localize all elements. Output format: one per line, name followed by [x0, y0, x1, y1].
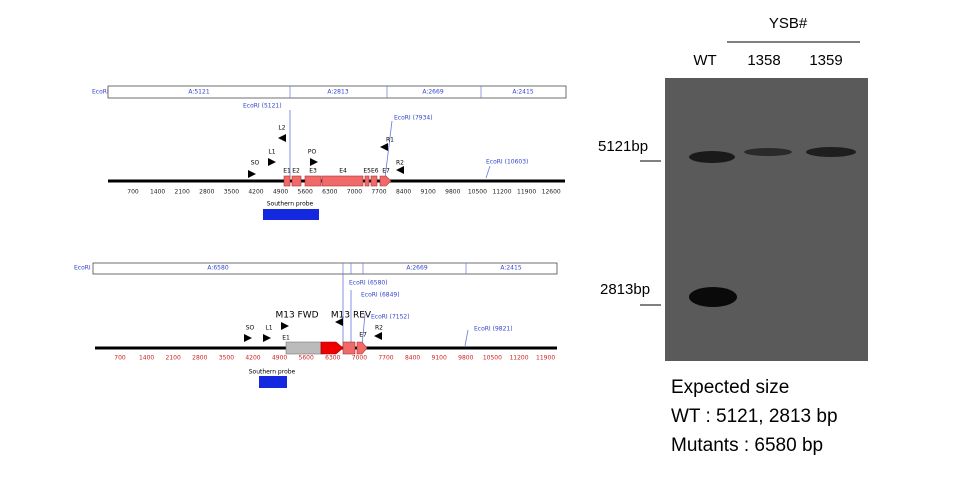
probe-label: Southern probe: [249, 369, 296, 376]
site-label: EcoRI (10603): [486, 159, 528, 166]
lane-label: WT: [693, 52, 716, 69]
exon-label: E7: [382, 168, 390, 175]
primer-label: SO: [251, 160, 260, 167]
primer-label: L1: [268, 149, 275, 156]
exon-label: E1: [283, 168, 291, 175]
tick-label: 2100: [166, 355, 181, 362]
tick-label: 1400: [150, 189, 165, 196]
tick-label: 2100: [175, 189, 190, 196]
site-label: EcoRI (6580): [349, 280, 388, 287]
probe-label: Southern probe: [267, 201, 314, 208]
marker-label: 5121bp: [598, 138, 648, 155]
tick-label: 700: [127, 189, 139, 196]
tick-label: 2800: [199, 189, 214, 196]
tick-label: 9800: [458, 355, 473, 362]
tick-label: 9100: [432, 355, 447, 362]
tick-label: 11900: [517, 189, 536, 196]
tick-label: 5600: [298, 189, 313, 196]
tick-label: 10500: [468, 189, 487, 196]
tick-label: 7700: [371, 189, 386, 196]
tick-label: 700: [114, 355, 126, 362]
tick-label: 7000: [347, 189, 362, 196]
tick-label: 11200: [492, 189, 511, 196]
fragment-label: A:5121: [188, 89, 209, 96]
enzyme-label: EcoRI: [92, 89, 109, 96]
probe: [259, 376, 287, 388]
group-label: YSB#: [769, 15, 808, 32]
tick-label: 7000: [352, 355, 367, 362]
exon-label: E2: [292, 168, 300, 175]
site-label: EcoRI (5121): [243, 103, 282, 110]
site-label: EcoRI (7152): [371, 314, 410, 321]
tick-label: 11200: [509, 355, 528, 362]
tick-label: 9100: [421, 189, 436, 196]
primer-label: R2: [396, 160, 404, 167]
exon-label: E1: [282, 335, 290, 342]
fragment-label: A:2415: [512, 89, 533, 96]
tick-label: 6300: [325, 355, 340, 362]
map-bottom: EcoRI A:6580 A:2669 A:2415 EcoRI (6580) …: [74, 262, 558, 388]
tick-label: 12600: [542, 189, 561, 196]
band: [806, 147, 856, 157]
tick-label: 2800: [192, 355, 207, 362]
fragment-label: A:2669: [422, 89, 443, 96]
tick-label: 8400: [396, 189, 411, 196]
tick-label: 3500: [219, 355, 234, 362]
primer-label: PO: [308, 149, 317, 156]
exon-label: E5E6: [363, 168, 378, 175]
fragment-label: A:2669: [406, 265, 427, 272]
band: [744, 148, 792, 156]
primer-label: L2: [278, 125, 285, 132]
tick-label: 7700: [378, 355, 393, 362]
fragment-bar: [107, 85, 567, 99]
site-label: EcoRI (7934): [394, 115, 433, 122]
fragment-label: A:6580: [207, 265, 228, 272]
exon-label: E4: [339, 168, 347, 175]
primer-label: R2: [375, 325, 383, 332]
caption-title: Expected size: [671, 377, 789, 398]
tick-label: 10500: [483, 355, 502, 362]
lane-label: 1359: [809, 52, 842, 69]
tick-label: 11900: [536, 355, 555, 362]
map-top: EcoRI A:5121 A:2813 A:2669 A:2415 EcoRI …: [92, 85, 567, 220]
marker-label: 2813bp: [600, 281, 650, 298]
primer-label: M13 FWD: [275, 311, 318, 321]
fragment-bar: [92, 262, 558, 275]
exon-label: E3: [309, 168, 317, 175]
site-label: EcoRI (9821): [474, 326, 513, 333]
caption-line: Mutants : 6580 bp: [671, 435, 823, 456]
primer-label: R1: [386, 137, 394, 144]
gel: [665, 78, 868, 361]
exon-label: E7: [359, 332, 367, 339]
fragment-label: A:2415: [500, 265, 521, 272]
tick-label: 9800: [445, 189, 460, 196]
enzyme-label: EcoRI: [74, 265, 91, 272]
tick-label: 4900: [273, 189, 288, 196]
tick-label: 1400: [139, 355, 154, 362]
tick-label: 8400: [405, 355, 420, 362]
band: [689, 287, 737, 307]
gel-panel: YSB# WT 1358 1359 5121bp 2813bp Expected…: [598, 15, 868, 456]
tick-label: 6300: [322, 189, 337, 196]
tick-label: 4900: [272, 355, 287, 362]
tick-label: 4200: [248, 189, 263, 196]
lane-label: 1358: [747, 52, 780, 69]
caption-line: WT : 5121, 2813 bp: [671, 406, 838, 427]
probe: [263, 209, 319, 220]
tick-label: 3500: [224, 189, 239, 196]
primer-label: L1: [265, 325, 272, 332]
primer-label: M13 REV: [331, 311, 372, 321]
site-label: EcoRI (6849): [361, 292, 400, 299]
tick-label: 4200: [245, 355, 260, 362]
primer-label: SO: [246, 325, 255, 332]
tick-label: 5600: [299, 355, 314, 362]
band: [689, 151, 735, 163]
fragment-label: A:2813: [327, 89, 348, 96]
